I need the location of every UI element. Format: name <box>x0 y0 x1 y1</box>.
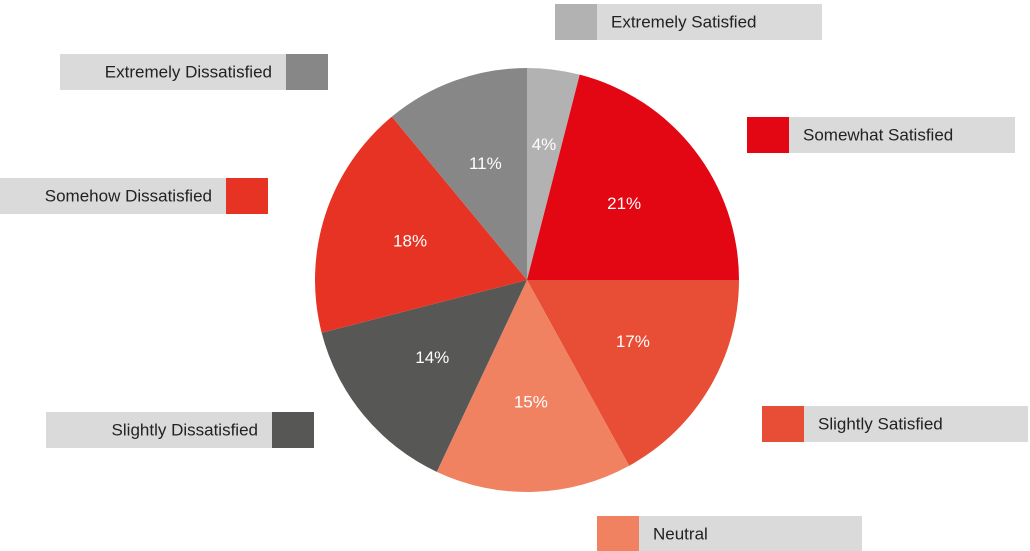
value-label: 15% <box>514 392 548 411</box>
legend-label: Neutral <box>653 524 708 543</box>
legend-swatch <box>286 54 328 90</box>
pie-slice <box>315 116 527 333</box>
pie-slice <box>527 74 739 280</box>
legend-label: Extremely Dissatisfied <box>105 62 272 81</box>
value-label: 18% <box>393 231 427 250</box>
legend-swatch <box>762 406 804 442</box>
pie-slice <box>391 68 527 280</box>
legend-label: Slightly Dissatisfied <box>112 420 258 439</box>
value-label: 21% <box>607 194 641 213</box>
value-label: 14% <box>415 348 449 367</box>
value-label: 17% <box>616 332 650 351</box>
pie-slice <box>527 68 580 280</box>
legend-bar <box>597 4 822 40</box>
legend-swatch <box>597 516 639 551</box>
legend-bar <box>639 516 862 551</box>
legend-bar <box>804 406 1028 442</box>
legend-bar <box>60 54 286 90</box>
legend-swatch <box>272 412 314 448</box>
legend-swatch <box>226 178 268 214</box>
legend-label: Somehow Dissatisfied <box>45 186 212 205</box>
pie-slice <box>321 280 527 472</box>
legend-label: Extremely Satisfied <box>611 12 757 31</box>
pie-slice <box>527 280 739 466</box>
legend-label: Slightly Satisfied <box>818 414 943 433</box>
legend-bar <box>46 412 272 448</box>
value-label: 4% <box>532 135 557 154</box>
legend-swatch <box>747 117 789 153</box>
legend-bar <box>789 117 1015 153</box>
pie-slice <box>436 280 630 493</box>
value-label: 11% <box>469 154 502 173</box>
legend-label: Somewhat Satisfied <box>803 125 953 144</box>
legend-swatch <box>555 4 597 40</box>
legend-bar <box>0 178 226 214</box>
